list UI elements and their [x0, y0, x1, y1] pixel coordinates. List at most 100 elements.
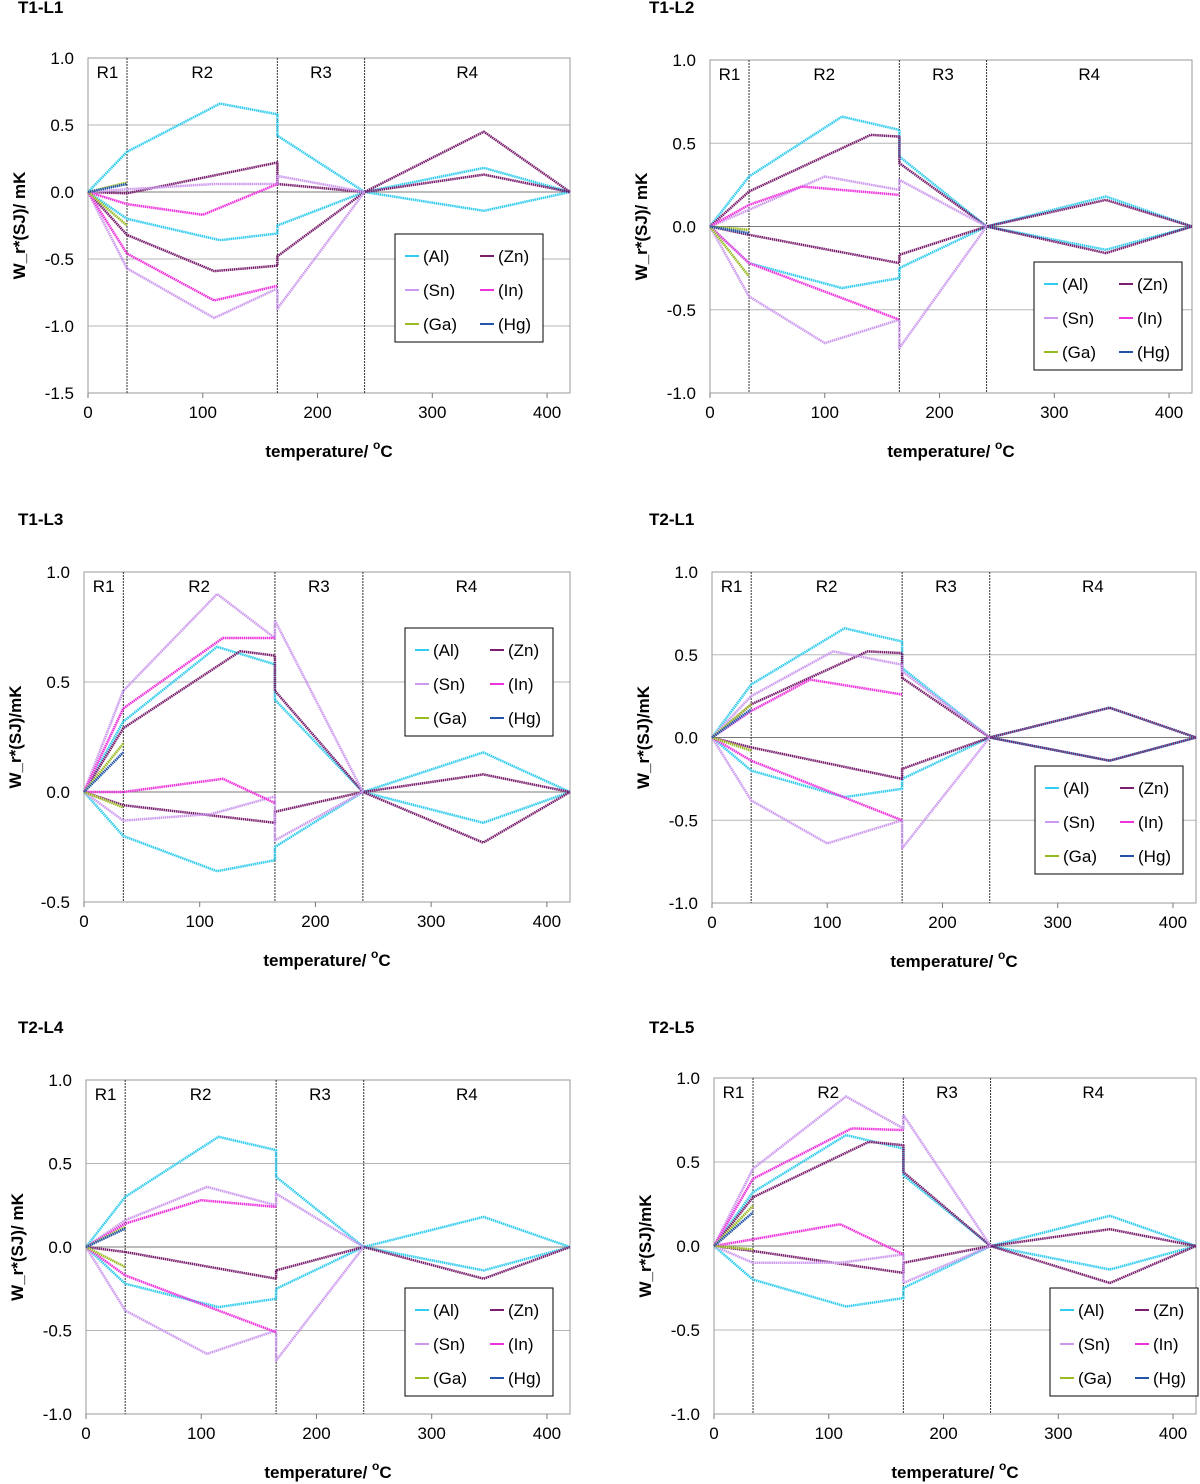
series-line-al: [83, 790, 571, 873]
series-line-ga: [713, 1244, 754, 1251]
region-label: R3: [932, 65, 954, 84]
series-line-al: [85, 1245, 571, 1309]
x-tick-label: 200: [925, 403, 953, 422]
series-line-al: [709, 225, 1193, 290]
x-tick-label: 0: [79, 912, 88, 931]
y-tick-label: -1.0: [667, 384, 696, 403]
region-label: R3: [308, 577, 330, 596]
legend-label-ga: (Ga): [433, 1369, 467, 1388]
series-line-zn: [709, 133, 1193, 228]
series-line-in: [709, 185, 900, 228]
series-line-al: [85, 1135, 571, 1249]
series-line-in: [84, 777, 276, 805]
legend-label-sn: (Sn): [1063, 813, 1095, 832]
x-axis-label: temperature/ oC: [264, 1459, 391, 1482]
x-tick-label: 400: [1159, 1424, 1187, 1443]
series-line-ga: [711, 736, 752, 752]
legend-label-sn: (Sn): [423, 281, 455, 300]
series-line-sn: [711, 650, 991, 739]
series-line-hg: [711, 708, 752, 739]
legend-label-zn: (Zn): [1138, 779, 1169, 798]
x-axis-label: temperature/ oC: [891, 1459, 1018, 1482]
y-tick-label: 1.0: [50, 49, 74, 68]
region-label: R4: [1078, 65, 1100, 84]
legend-label-ga: (Ga): [433, 709, 467, 728]
y-axis-label: W_r*(SJ)/mK: [6, 685, 25, 789]
x-tick-label: 100: [186, 912, 214, 931]
y-tick-label: 0.5: [674, 646, 698, 665]
x-tick-label: 400: [533, 912, 561, 931]
panel-title: T2-L1: [649, 510, 695, 529]
plot-frame: [87, 57, 571, 394]
region-label: R1: [721, 577, 743, 596]
legend-box: [1033, 261, 1183, 371]
series-line-sn: [86, 191, 366, 320]
y-tick-label: 0.0: [672, 218, 696, 237]
series-line-sn: [82, 592, 365, 793]
y-tick-label: 0.5: [676, 1153, 700, 1172]
y-tick-label: 0.5: [50, 116, 74, 135]
legend-label-ga: (Ga): [423, 315, 457, 334]
y-tick-label: 0.0: [50, 183, 74, 202]
series-line-ga: [87, 191, 128, 227]
y-tick-label: 0.5: [48, 1155, 72, 1174]
y-tick-label: 0.5: [46, 673, 70, 692]
series-line-sn: [84, 1246, 365, 1362]
series-line-sn: [708, 225, 988, 350]
x-tick-label: 200: [929, 1424, 957, 1443]
legend-box: [394, 233, 544, 343]
x-tick-label: 400: [1155, 403, 1183, 422]
y-tick-label: -0.5: [45, 250, 74, 269]
region-label: R3: [935, 577, 957, 596]
legend-label-zn: (Zn): [508, 1301, 539, 1320]
x-tick-label: 400: [1159, 913, 1187, 932]
legend-label-in: (In): [508, 1335, 534, 1354]
region-label: R3: [310, 63, 332, 82]
series-line-zn: [709, 225, 1193, 265]
x-tick-label: 300: [418, 403, 446, 422]
y-tick-label: 1.0: [674, 563, 698, 582]
x-tick-label: 400: [533, 1424, 561, 1443]
legend-label-in: (In): [498, 281, 524, 300]
region-label: R4: [1082, 577, 1104, 596]
legend-label-hg: (Hg): [508, 709, 541, 728]
x-tick-label: 0: [709, 1424, 718, 1443]
legend-label-in: (In): [508, 675, 534, 694]
chart-panel-t1-l1: T1-L1: [0, 0, 600, 490]
legend-box: [1034, 765, 1184, 875]
x-tick-label: 200: [301, 912, 329, 931]
series-line-ga: [83, 790, 124, 809]
series-line-ga: [709, 225, 750, 278]
x-axis-label: temperature/ oC: [890, 948, 1017, 971]
x-tick-label: 100: [811, 403, 839, 422]
panel-title: T1-L2: [649, 0, 695, 17]
legend-label-al: (Al): [433, 641, 459, 660]
y-tick-label: -1.0: [671, 1405, 700, 1424]
y-axis-label: W_r*(SJ)/ mK: [8, 1192, 27, 1300]
y-tick-label: 0.0: [674, 729, 698, 748]
y-tick-label: -0.5: [41, 893, 70, 912]
x-tick-label: 0: [83, 403, 92, 422]
x-tick-label: 100: [189, 403, 217, 422]
series-line-hg: [83, 751, 125, 793]
legend-label-al: (Al): [1078, 1301, 1104, 1320]
legend-label-al: (Al): [433, 1301, 459, 1320]
series-line-sn: [713, 1244, 992, 1285]
series-line-al: [87, 102, 571, 194]
x-tick-label: 100: [815, 1424, 843, 1443]
region-label: R1: [723, 1083, 745, 1102]
panel-title: T2-L4: [18, 1018, 64, 1037]
x-tick-label: 300: [1044, 1424, 1072, 1443]
series-line-in: [711, 736, 903, 822]
series-line-sn: [85, 1185, 365, 1249]
region-label: R4: [456, 63, 478, 82]
legend-label-in: (In): [1137, 309, 1163, 328]
panel-title: T2-L5: [649, 1018, 695, 1037]
y-axis-label: W_r*(SJ)/ mK: [10, 171, 29, 279]
y-tick-label: -1.0: [669, 894, 698, 913]
series-line-al: [87, 190, 571, 242]
series-line-hg: [713, 1211, 754, 1247]
x-tick-label: 100: [187, 1424, 215, 1443]
